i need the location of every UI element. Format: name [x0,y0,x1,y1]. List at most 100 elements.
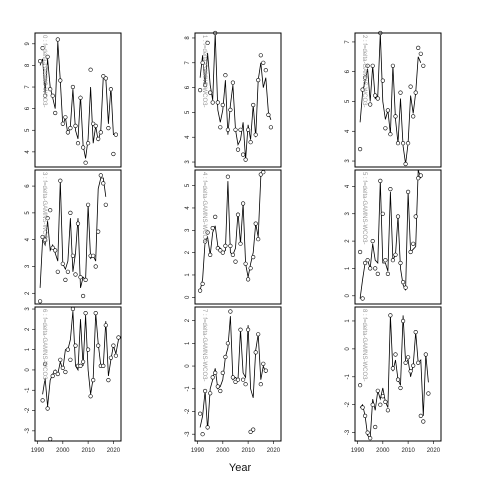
data-point [53,110,58,116]
data-point [358,383,363,388]
data-point [256,237,261,242]
data-point [413,90,418,95]
data-point [40,45,45,51]
data-point [68,126,73,131]
data-point [243,382,248,387]
data-point [203,388,208,394]
data-point [37,58,43,64]
data-point [73,343,78,348]
data-point [248,266,253,271]
panel-title: 0 : f=delta-GAMNS-WCO3- [41,35,47,108]
y-tick-label: 5 [185,183,191,187]
data-point [383,126,388,131]
data-point [385,408,391,413]
x-axis-0: 1990 2000 2010 2020 [31,441,121,454]
data-point [228,309,233,314]
x-tick-label: 2000 [216,448,230,454]
data-point [401,318,406,324]
data-point [261,60,266,65]
data-point [360,87,365,92]
data-point [60,121,65,126]
x-tick-label: 2020 [267,448,281,454]
data-point [416,176,421,181]
data-point [210,226,215,231]
data-point [411,241,416,246]
data-point [210,100,215,105]
data-point [268,125,274,130]
data-point [393,352,398,357]
data-point [380,394,385,399]
data-point [360,405,365,410]
data-point [408,84,413,89]
data-point [55,269,60,274]
data-point [91,378,96,383]
data-point [58,357,63,362]
data-point [228,243,233,248]
data-point [93,311,98,316]
data-point [113,353,118,358]
panel-5: -3 -2 -1 0 1 2 7 : f=delta-GAMNS-WCO3- [185,306,282,442]
data-point [358,147,363,152]
panel-4: 0 1 2 3 4 5 4 : f=delta-GAMNS-WCO3- [185,169,282,305]
data-point [208,252,213,257]
series-line [39,177,107,288]
data-point [208,90,213,95]
data-point [50,373,55,379]
data-point [375,96,380,101]
panel-frame [354,169,442,305]
data-point [413,214,418,219]
data-point [83,160,88,165]
y-tick-label: 0 [185,364,191,368]
y-tick-label: -3 [185,431,191,437]
data-point [58,178,63,183]
data-point [408,249,413,255]
data-point [113,132,118,137]
data-point [215,100,220,105]
data-point [75,141,81,146]
data-point [80,293,86,299]
data-point [37,299,43,304]
data-point [370,63,375,68]
data-point [228,107,233,112]
data-point [403,360,408,365]
y-tick-label: 2 [25,327,31,331]
panel-frame [34,169,122,305]
data-point [390,63,396,68]
data-point [83,311,88,316]
data-point [251,427,256,432]
data-point [80,359,86,364]
data-point [358,249,363,255]
data-point [200,281,205,287]
data-point [220,250,225,255]
panel-7: 0 1 2 3 4 5 : f=delta-GAMNS-WCO3- [345,169,442,305]
y-tick-label: 4 [185,135,191,139]
series-line [199,172,264,291]
data-point [200,432,205,437]
data-point [408,369,413,374]
data-point [263,368,268,373]
data-point [246,127,251,132]
data-point [243,261,248,266]
data-point [233,259,238,264]
panel-frame [354,306,442,442]
data-point [220,102,225,108]
data-point [413,330,418,335]
data-point [258,172,263,177]
data-point [383,258,388,263]
data-point [208,391,213,396]
data-point [218,125,223,130]
data-point [363,260,368,266]
y-tick-label: 0 [185,295,191,299]
data-point [388,132,393,137]
data-point [248,140,253,145]
data-point [93,123,98,128]
data-point [411,363,416,368]
data-point [411,114,416,119]
data-point [406,141,411,146]
data-point [261,170,266,175]
data-point [116,335,121,340]
x-tick-label: 2020 [107,448,121,454]
y-tick-label: 7 [25,85,31,89]
panel-frame [194,32,282,168]
y-tick-label: 0 [25,368,31,372]
